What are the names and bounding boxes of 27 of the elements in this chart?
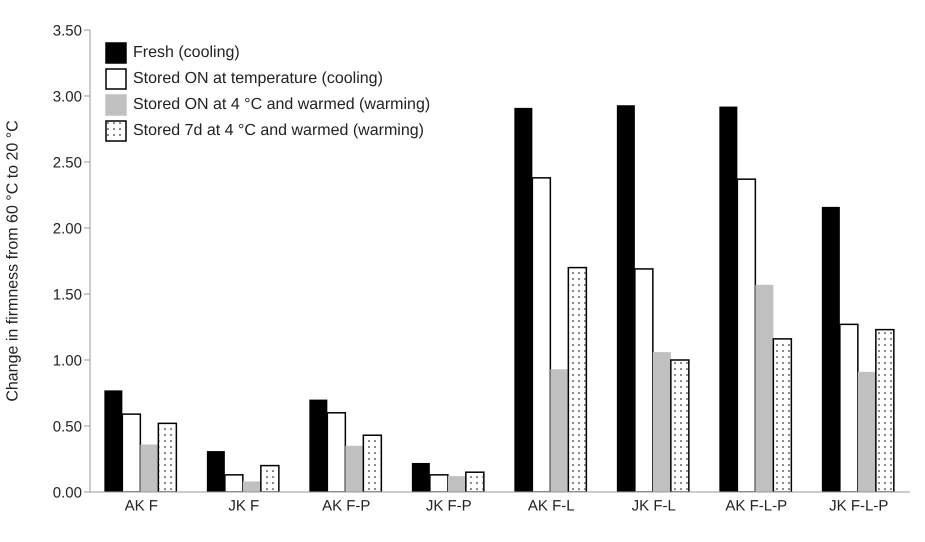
- x-tick-label: AK F: [124, 498, 158, 515]
- y-tick-label: 0.00: [52, 484, 82, 502]
- x-tick-label: JK F-L: [632, 498, 676, 515]
- x-tick-label: AK F-L-P: [725, 498, 788, 515]
- y-tick-label: 3.00: [52, 88, 82, 106]
- legend-label: Stored ON at 4 °C and warmed (warming): [133, 95, 430, 115]
- y-tick-label: 2.50: [52, 154, 82, 172]
- y-tick-label: 3.50: [52, 22, 82, 40]
- y-tick-label: 2.00: [52, 220, 82, 238]
- bar: [550, 369, 568, 492]
- legend-label: Stored ON at temperature (cooling): [133, 69, 383, 89]
- x-tick-label: JK F-L-P: [829, 498, 888, 515]
- bar: [755, 284, 774, 492]
- bar: [652, 352, 671, 492]
- x-tick-label: AK F-L: [528, 498, 575, 515]
- y-axis-title: Change in firmness from 60 °C to 20 °C: [4, 120, 22, 402]
- x-tick-label: JK F: [228, 498, 260, 515]
- legend-label: Fresh (cooling): [133, 43, 240, 63]
- y-tick-label: 1.50: [52, 286, 82, 304]
- x-tick-label: AK F-P: [322, 498, 370, 515]
- bar: [345, 446, 364, 492]
- legend-label: Stored 7d at 4 °C and warmed (warming): [133, 121, 424, 141]
- y-tick-label: 0.50: [52, 418, 82, 436]
- y-tick-label: 1.00: [52, 352, 82, 370]
- bar: [448, 476, 466, 492]
- x-tick-label: JK F-P: [426, 498, 472, 515]
- bar: [858, 372, 876, 492]
